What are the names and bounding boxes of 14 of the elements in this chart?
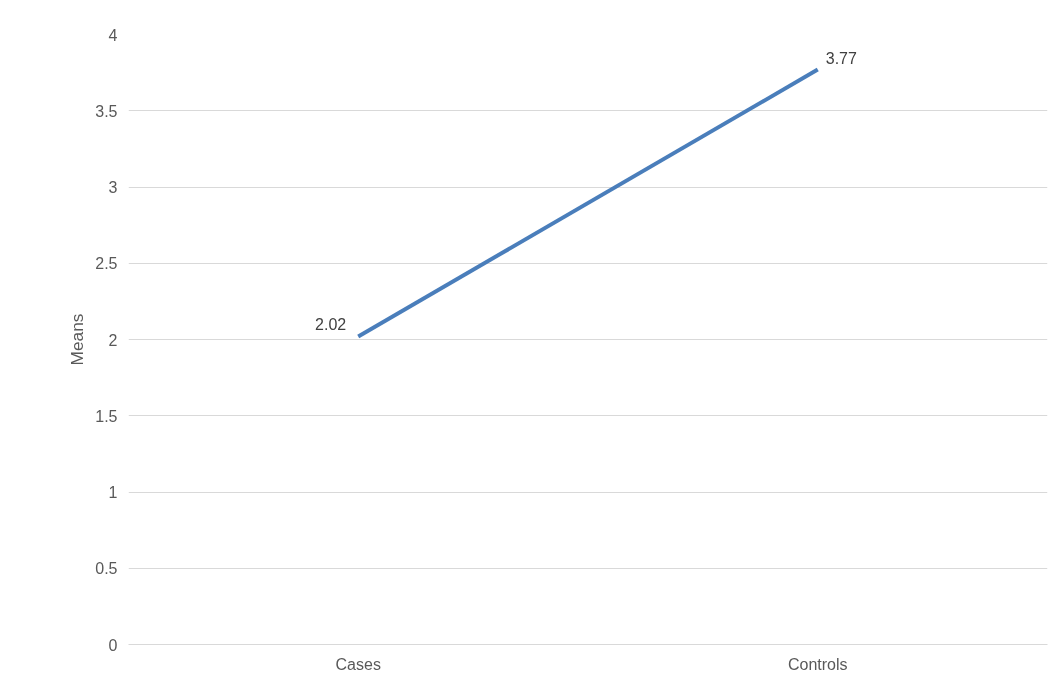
data-label: 2.02 <box>315 316 347 334</box>
y-tick-label: 0.5 <box>95 560 118 578</box>
y-axis-title: Means <box>67 313 88 366</box>
y-tick-label: 1 <box>108 484 118 501</box>
x-tick-label: Controls <box>787 655 848 673</box>
x-tick-label: Cases <box>335 655 381 673</box>
y-tick-label: 3.5 <box>95 102 118 120</box>
y-tick-label: 2.5 <box>95 255 118 273</box>
y-tick-label: 3 <box>108 179 118 196</box>
data-label: 3.77 <box>825 49 857 67</box>
y-tick-label: 2 <box>108 331 118 349</box>
y-tick-label: 1.5 <box>95 407 118 425</box>
y-tick-label: 0 <box>108 636 118 654</box>
y-tick-label: 4 <box>108 26 118 44</box>
